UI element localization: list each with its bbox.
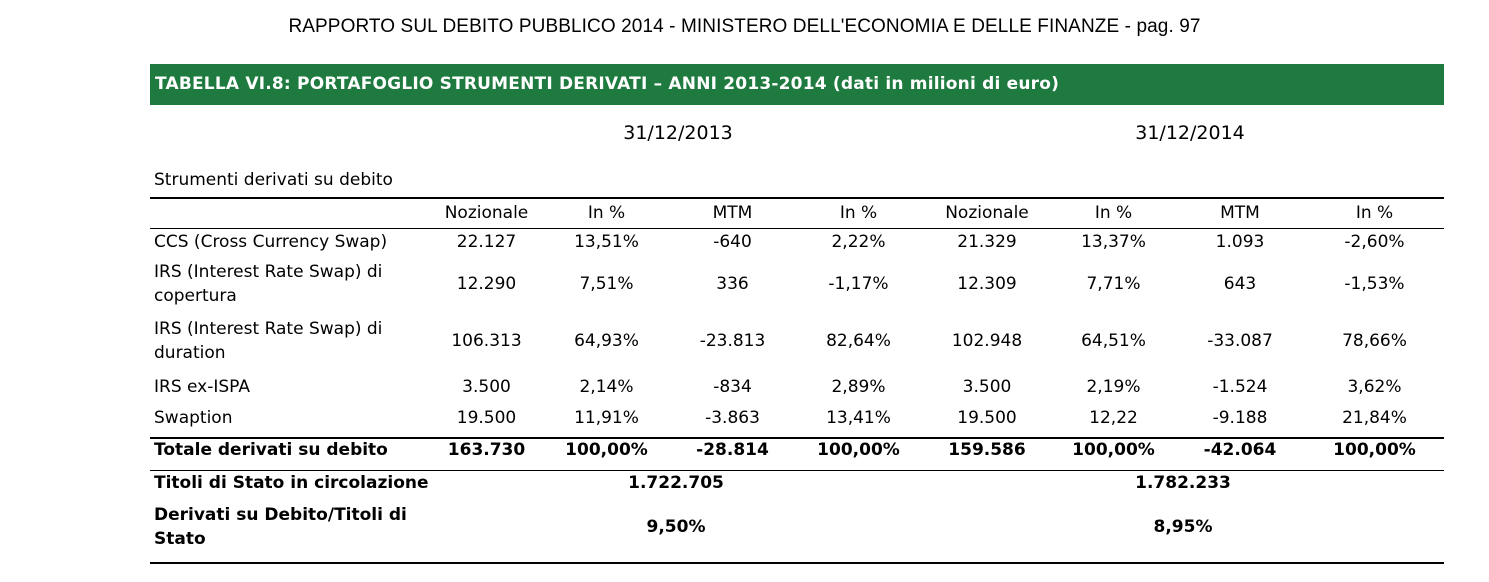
total-cell: 100,00% xyxy=(817,440,900,460)
column-header-row: Nozionale In % MTM In % Nozionale In % M… xyxy=(150,200,1444,225)
table-row: IRS (Interest Rate Swap) di duration 106… xyxy=(150,310,1444,372)
cell: -1,17% xyxy=(828,274,889,294)
ratio-2014-value: 8,95% xyxy=(1153,517,1213,537)
cell: 3.500 xyxy=(462,377,511,397)
header-spacer xyxy=(150,200,430,225)
cell: -640 xyxy=(713,231,752,252)
cell: 64,93% xyxy=(574,331,639,351)
cell: -2,60% xyxy=(1344,231,1405,252)
rule-header xyxy=(150,228,1444,229)
page-header: RAPPORTO SUL DEBITO PUBBLICO 2014 - MINI… xyxy=(288,16,1201,37)
derivatives-table: Nozionale In % MTM In % Nozionale In % M… xyxy=(150,200,1444,554)
cell: 19.500 xyxy=(957,408,1017,428)
rule-total-top xyxy=(150,437,1444,439)
cell: 643 xyxy=(1223,274,1257,294)
cell: -33.087 xyxy=(1207,331,1273,351)
table-row: Swaption 19.500 11,91% -3.863 13,41% 19.… xyxy=(150,402,1444,434)
cell: 82,64% xyxy=(826,331,891,351)
rule-bottom xyxy=(150,562,1444,564)
cell: 22.127 xyxy=(456,231,517,252)
row-label: CCS (Cross Currency Swap) xyxy=(154,231,388,252)
cell: 1.093 xyxy=(1215,231,1265,252)
cell: 12.309 xyxy=(957,274,1017,294)
total-cell: 100,00% xyxy=(565,440,648,460)
total-cell: -28.814 xyxy=(696,440,769,460)
cell: 336 xyxy=(716,274,749,294)
cell: 13,51% xyxy=(574,231,639,252)
column-header: Nozionale xyxy=(444,203,529,223)
titoli-row: Titoli di Stato in circolazione 1.722.70… xyxy=(150,466,1444,500)
cell: 2,89% xyxy=(831,377,886,397)
cell: 11,91% xyxy=(574,408,639,428)
date-2013: 31/12/2013 xyxy=(623,122,733,144)
column-header: MTM xyxy=(712,203,753,223)
ratio-2013-value: 9,50% xyxy=(646,517,706,537)
cell: 2,19% xyxy=(1086,377,1141,397)
cell: 21.329 xyxy=(957,231,1017,252)
table-row: IRS (Interest Rate Swap) di copertura 12… xyxy=(150,258,1444,310)
rule-top xyxy=(150,197,1444,199)
cell: 3.500 xyxy=(962,377,1012,397)
ratio-label: Derivati su Debito/Titoli di Stato xyxy=(154,505,407,549)
cell: 7,71% xyxy=(1086,274,1141,294)
table-row: IRS ex-ISPA 3.500 2,14% -834 2,89% 3.500… xyxy=(150,372,1444,402)
column-header: Nozionale xyxy=(945,203,1029,223)
column-header: MTM xyxy=(1220,203,1260,223)
column-header: In % xyxy=(587,203,626,223)
column-header: In % xyxy=(1094,203,1133,223)
table-title: TABELLA VI.8: PORTAFOGLIO STRUMENTI DERI… xyxy=(150,64,1444,105)
cell: 2,22% xyxy=(831,231,886,252)
rule-total-bottom xyxy=(150,470,1444,471)
ratio-row: Derivati su Debito/Titoli di Stato 9,50%… xyxy=(150,500,1444,554)
cell: 102.948 xyxy=(951,331,1023,351)
total-cell: 163.730 xyxy=(447,440,526,460)
titoli-2013-value: 1.722.705 xyxy=(628,473,724,493)
titoli-label: Titoli di Stato in circolazione xyxy=(154,473,429,493)
total-cell: -42.064 xyxy=(1203,440,1277,460)
total-cell: 159.586 xyxy=(948,440,1026,460)
row-label: IRS (Interest Rate Swap) di duration xyxy=(154,319,383,363)
cell: 19.500 xyxy=(456,408,517,428)
total-cell: 100,00% xyxy=(1333,440,1416,460)
cell: -1.524 xyxy=(1212,377,1268,397)
total-row: Totale derivati su debito 163.730 100,00… xyxy=(150,434,1444,466)
cell: -9.188 xyxy=(1212,408,1268,428)
total-cell: 100,00% xyxy=(1072,440,1155,460)
cell: 106.313 xyxy=(451,331,522,351)
row-label: Swaption xyxy=(154,408,233,428)
column-header: In % xyxy=(839,203,878,223)
table-row: CCS (Cross Currency Swap) 22.127 13,51% … xyxy=(150,225,1444,258)
cell: 2,14% xyxy=(579,377,634,397)
cell: -834 xyxy=(713,377,752,397)
total-label: Totale derivati su debito xyxy=(154,440,388,460)
date-2014: 31/12/2014 xyxy=(1135,122,1245,144)
cell: 12.290 xyxy=(456,274,517,294)
row-label: IRS (Interest Rate Swap) di copertura xyxy=(154,262,383,306)
cell: 3,62% xyxy=(1347,377,1402,397)
cell: 7,51% xyxy=(579,274,634,294)
section-label: Strumenti derivati su debito xyxy=(154,170,393,190)
cell: -1,53% xyxy=(1344,274,1405,294)
cell: 12,22 xyxy=(1089,408,1138,428)
cell: 13,41% xyxy=(826,408,891,428)
cell: 13,37% xyxy=(1081,231,1146,252)
cell: 64,51% xyxy=(1081,331,1146,351)
cell: -3.863 xyxy=(705,408,760,428)
cell: 21,84% xyxy=(1342,408,1407,428)
titoli-2014-value: 1.782.233 xyxy=(1135,473,1231,493)
row-label: IRS ex-ISPA xyxy=(154,377,250,397)
column-header: In % xyxy=(1355,203,1394,223)
cell: -23.813 xyxy=(699,331,766,351)
cell: 78,66% xyxy=(1342,331,1407,351)
